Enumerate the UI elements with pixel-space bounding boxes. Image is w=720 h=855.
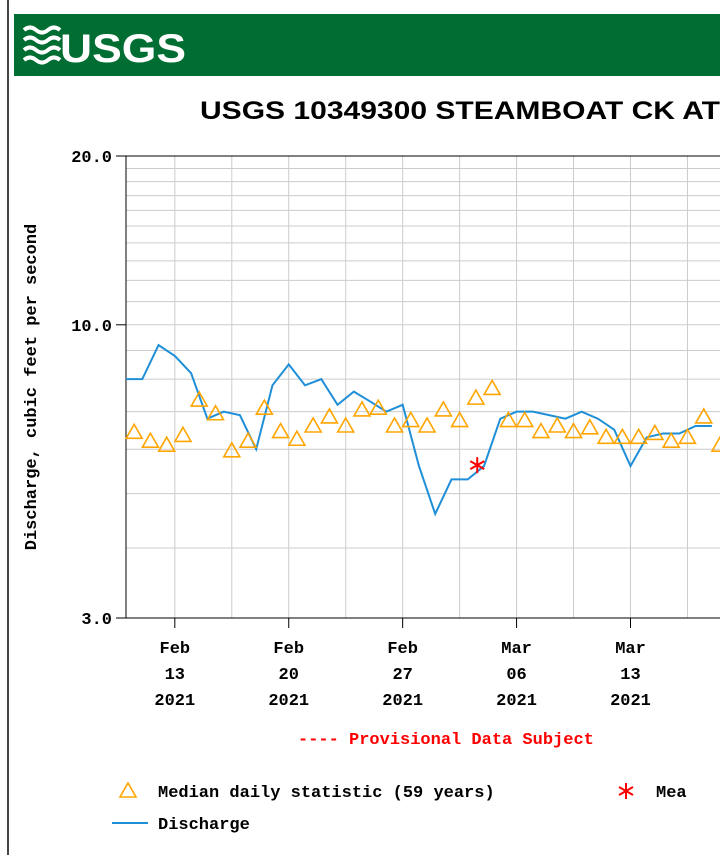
header-band (14, 14, 720, 76)
median-marker (564, 421, 583, 439)
median-marker (352, 400, 372, 417)
y-tick-label: 10.0 (71, 318, 112, 337)
median-marker (336, 416, 356, 433)
median-marker (596, 427, 616, 445)
median-marker (629, 427, 649, 445)
legend-label: Mea (656, 784, 687, 803)
median-marker (254, 398, 274, 416)
x-tick-label: Mar 13 2021 (610, 640, 651, 711)
median-marker (417, 416, 437, 433)
median-marker (238, 431, 258, 449)
median-marker (531, 421, 551, 439)
median-marker (450, 410, 469, 428)
median-marker (482, 378, 502, 396)
y-tick-label: 20.0 (71, 149, 112, 168)
measurement-marker (469, 457, 485, 474)
median-marker (401, 410, 421, 428)
x-tick-label: Mar 06 2021 (496, 640, 537, 711)
median-marker (580, 418, 600, 435)
y-tick-label: 3.0 (81, 611, 112, 630)
provisional-note: ---- Provisional Data Subject (298, 731, 594, 750)
median-marker (157, 435, 177, 452)
median-marker (320, 407, 339, 424)
median-marker (515, 410, 535, 428)
legend-label: Median daily statistic (59 years) (158, 784, 495, 803)
median-marker (466, 388, 486, 405)
median-marker (206, 404, 225, 421)
median-marker (303, 416, 323, 433)
median-marker (710, 435, 720, 452)
median-marker (173, 425, 193, 443)
median-marker (141, 431, 160, 449)
logo-waves (22, 25, 62, 65)
x-tick-label: Feb 13 2021 (154, 640, 195, 711)
median-marker (547, 416, 567, 433)
median-marker (385, 416, 404, 433)
chart-title: USGS 10349300 STEAMBOAT CK AT (200, 97, 720, 125)
median-marker (499, 410, 518, 428)
x-tick-label: Feb 27 2021 (382, 640, 423, 711)
median-marker (645, 423, 665, 441)
median-marker (661, 431, 681, 449)
median-marker (678, 427, 697, 445)
median-marker (433, 400, 453, 417)
median-marker (189, 390, 209, 407)
median-marker (287, 429, 307, 447)
median-marker (694, 407, 714, 424)
legend-symbol (118, 781, 138, 798)
logo-text: USGS (60, 27, 186, 71)
legend-label: Discharge (158, 816, 250, 835)
y-axis-label: Discharge, cubic feet per second (23, 224, 42, 550)
median-marker (124, 422, 144, 440)
discharge-line (126, 343, 712, 517)
median-marker (222, 441, 242, 458)
median-marker (368, 398, 388, 416)
legend-symbol (618, 783, 634, 799)
median-marker (271, 421, 290, 439)
median-marker (612, 427, 632, 445)
x-tick-label: Feb 20 2021 (268, 640, 309, 711)
